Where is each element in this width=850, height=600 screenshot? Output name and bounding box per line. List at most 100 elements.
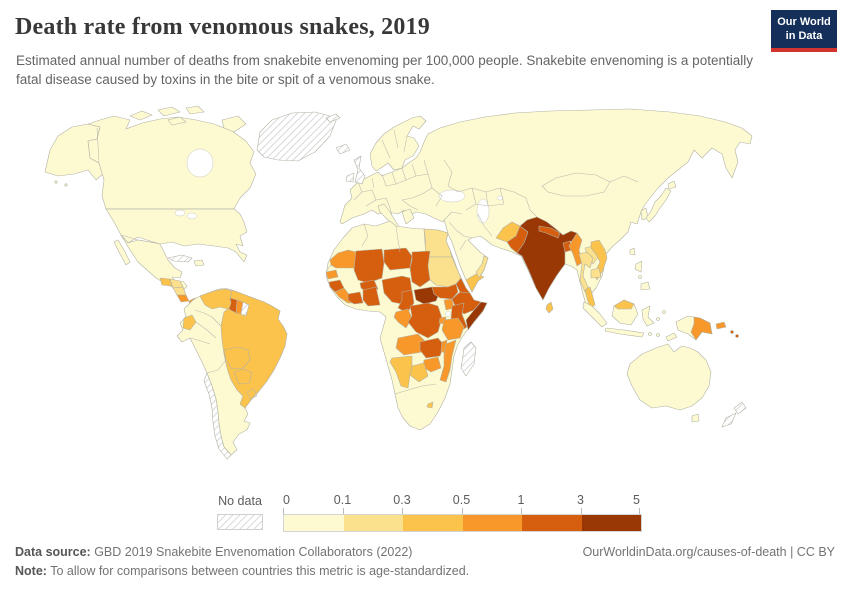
country-french-guiana[interactable] xyxy=(240,301,250,317)
great-lakes xyxy=(174,209,186,217)
borders-middle-east xyxy=(443,211,493,251)
country-mozambique[interactable] xyxy=(439,339,457,383)
country-united-states[interactable] xyxy=(105,208,248,263)
country-mali[interactable] xyxy=(353,248,385,284)
legend-bin-0.5-1[interactable] xyxy=(462,515,522,531)
country-united-states-aleutians[interactable] xyxy=(64,183,68,187)
legend-no-data-swatch[interactable] xyxy=(217,514,263,530)
country-canada-baffin[interactable] xyxy=(221,115,247,133)
country-solomon-islands[interactable] xyxy=(730,330,734,334)
country-vietnam[interactable] xyxy=(590,239,608,281)
country-paraguay[interactable] xyxy=(233,368,253,385)
country-ecuador[interactable] xyxy=(182,314,197,331)
map-legend: No data 0 0.1 0.3 0.5 1 3 5 xyxy=(0,493,850,533)
country-svalbard[interactable] xyxy=(325,113,341,123)
country-indonesia-timor[interactable] xyxy=(665,332,678,342)
lake-victoria xyxy=(445,311,451,317)
country-guyana[interactable] xyxy=(228,297,238,314)
country-philippines-mindanao[interactable] xyxy=(640,281,651,291)
country-canada[interactable] xyxy=(87,115,257,210)
country-senegal[interactable] xyxy=(325,269,339,280)
country-united-states-aleutians[interactable] xyxy=(54,180,58,184)
footer-credit-link[interactable]: OurWorldinData.org/causes-of-death | CC … xyxy=(582,545,835,559)
page-title: Death rate from venomous snakes, 2019 xyxy=(15,14,430,40)
country-indonesia-islands[interactable] xyxy=(648,332,652,336)
country-thailand[interactable] xyxy=(578,251,594,293)
country-indonesia-sumatra[interactable] xyxy=(582,301,608,328)
country-india[interactable] xyxy=(516,216,578,301)
country-australia-tasmania[interactable] xyxy=(691,413,700,423)
country-ghana-togo-benin[interactable] xyxy=(362,286,381,307)
country-chile[interactable] xyxy=(203,372,232,460)
country-dr-congo[interactable] xyxy=(407,302,443,339)
country-greenland[interactable] xyxy=(256,111,338,162)
country-tanzania[interactable] xyxy=(441,317,465,341)
country-iceland[interactable] xyxy=(335,143,351,155)
country-canada-arctic-islands[interactable] xyxy=(167,116,187,126)
world-map[interactable] xyxy=(0,100,850,492)
country-cote-divoire[interactable] xyxy=(347,291,364,305)
country-greece[interactable] xyxy=(401,208,415,225)
country-cambodia[interactable] xyxy=(590,267,602,279)
landmass-eurasia[interactable] xyxy=(339,108,753,317)
country-niger[interactable] xyxy=(383,247,413,271)
country-papua-new-guinea[interactable] xyxy=(690,316,713,341)
aral-sea xyxy=(496,195,504,201)
country-australia[interactable] xyxy=(626,343,712,411)
country-malaysia-borneo[interactable] xyxy=(613,299,635,310)
country-cuba[interactable] xyxy=(167,254,193,263)
country-zambia[interactable] xyxy=(419,337,445,359)
country-sri-lanka[interactable] xyxy=(545,301,554,314)
country-guatemala[interactable] xyxy=(159,277,173,287)
country-philippines-luzon[interactable] xyxy=(634,260,643,273)
country-madagascar[interactable] xyxy=(460,341,477,377)
legend-bin-0-0.1[interactable] xyxy=(284,515,344,531)
country-indonesia-java[interactable] xyxy=(604,327,645,338)
legend-bin-0.3-0.5[interactable] xyxy=(403,515,463,531)
borders-south-america xyxy=(189,309,227,374)
country-solomon-islands[interactable] xyxy=(735,334,739,338)
country-yemen[interactable] xyxy=(465,273,485,293)
country-costa-rica[interactable] xyxy=(176,294,190,303)
great-lakes xyxy=(186,212,198,220)
legend-scale: 0 0.1 0.3 0.5 1 3 5 xyxy=(283,493,642,533)
country-united-kingdom[interactable] xyxy=(353,155,366,185)
legend-bin-3-5[interactable] xyxy=(581,515,641,531)
region-scandinavia[interactable] xyxy=(369,115,427,172)
country-eritrea[interactable] xyxy=(455,277,471,294)
country-south-sudan[interactable] xyxy=(431,283,459,300)
country-new-zealand-south[interactable] xyxy=(721,412,737,428)
country-indonesia-moluccas[interactable] xyxy=(662,310,666,314)
country-indonesia-moluccas[interactable] xyxy=(656,317,660,321)
country-japan-hokkaido[interactable] xyxy=(667,180,677,190)
country-japan[interactable] xyxy=(645,187,672,223)
country-mexico-baja[interactable] xyxy=(113,239,131,266)
country-bolivia[interactable] xyxy=(223,346,251,370)
country-lesotho[interactable] xyxy=(426,401,434,409)
legend-tickmark xyxy=(639,508,640,514)
country-ireland[interactable] xyxy=(345,172,355,183)
country-canada-arctic-islands[interactable] xyxy=(157,106,181,117)
country-oman[interactable] xyxy=(475,255,489,279)
country-new-zealand-north[interactable] xyxy=(733,401,747,415)
legend-tickmark xyxy=(283,508,284,514)
country-taiwan[interactable] xyxy=(629,247,636,256)
country-nepal[interactable] xyxy=(538,225,561,239)
country-chad[interactable] xyxy=(409,250,431,288)
country-indonesia-sulawesi[interactable] xyxy=(641,305,655,327)
country-canada-arctic-islands[interactable] xyxy=(185,105,205,115)
country-canada-arctic-islands[interactable] xyxy=(129,110,153,121)
country-philippines-visayas[interactable] xyxy=(638,275,642,279)
country-indonesia-islands[interactable] xyxy=(656,333,660,337)
country-congo-gabon[interactable] xyxy=(393,308,413,329)
country-somalia[interactable] xyxy=(465,301,488,331)
country-namibia[interactable] xyxy=(389,355,413,389)
country-malaysia-peninsula[interactable] xyxy=(584,286,596,309)
owid-logo[interactable]: Our World in Data xyxy=(771,10,837,52)
legend-bin-1-3[interactable] xyxy=(522,515,582,531)
country-papua-new-guinea-new-britain[interactable] xyxy=(715,321,727,330)
legend-bin-0.1-0.3[interactable] xyxy=(343,515,403,531)
borders-europe xyxy=(353,159,443,217)
country-hispaniola[interactable] xyxy=(193,259,205,267)
